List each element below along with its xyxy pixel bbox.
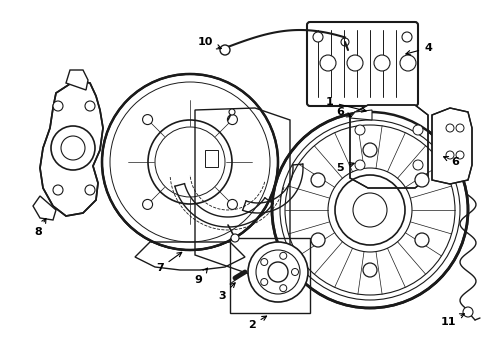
Circle shape xyxy=(319,55,335,71)
Circle shape xyxy=(85,101,95,111)
Circle shape xyxy=(414,173,428,187)
Circle shape xyxy=(373,55,389,71)
Circle shape xyxy=(227,199,237,210)
Text: 6: 6 xyxy=(443,157,458,167)
Text: 5: 5 xyxy=(336,163,353,173)
Circle shape xyxy=(310,173,325,187)
Polygon shape xyxy=(66,70,88,90)
Circle shape xyxy=(53,101,63,111)
Text: 6: 6 xyxy=(335,107,350,117)
Text: 2: 2 xyxy=(247,316,266,330)
Polygon shape xyxy=(431,108,471,184)
Text: 10: 10 xyxy=(197,37,221,49)
Text: 4: 4 xyxy=(405,43,431,55)
Circle shape xyxy=(399,55,415,71)
Circle shape xyxy=(53,185,63,195)
Circle shape xyxy=(412,160,422,170)
Circle shape xyxy=(51,126,95,170)
Circle shape xyxy=(142,199,152,210)
Circle shape xyxy=(455,124,463,132)
Circle shape xyxy=(455,151,463,159)
Circle shape xyxy=(230,234,239,242)
Circle shape xyxy=(414,233,428,247)
Polygon shape xyxy=(33,196,56,220)
Text: 9: 9 xyxy=(194,268,207,285)
Polygon shape xyxy=(349,110,371,120)
Circle shape xyxy=(85,185,95,195)
Circle shape xyxy=(312,32,323,42)
Polygon shape xyxy=(349,105,427,188)
Circle shape xyxy=(354,125,364,135)
Circle shape xyxy=(310,233,325,247)
Circle shape xyxy=(291,269,298,275)
Circle shape xyxy=(260,279,267,285)
Circle shape xyxy=(401,32,411,42)
Circle shape xyxy=(247,242,307,302)
Polygon shape xyxy=(40,80,103,216)
Circle shape xyxy=(445,124,453,132)
Circle shape xyxy=(362,263,376,277)
Text: 8: 8 xyxy=(34,219,46,237)
Text: 1: 1 xyxy=(325,97,366,112)
Circle shape xyxy=(462,307,472,317)
Text: 3: 3 xyxy=(218,283,235,301)
Circle shape xyxy=(279,285,286,292)
Circle shape xyxy=(227,114,237,125)
Circle shape xyxy=(279,252,286,259)
FancyBboxPatch shape xyxy=(306,22,417,106)
Circle shape xyxy=(412,125,422,135)
Circle shape xyxy=(220,45,229,55)
Circle shape xyxy=(271,112,467,308)
Circle shape xyxy=(228,109,235,115)
Text: 7: 7 xyxy=(156,252,182,273)
Circle shape xyxy=(102,74,278,250)
Circle shape xyxy=(362,143,376,157)
Circle shape xyxy=(445,151,453,159)
Text: 11: 11 xyxy=(439,314,464,327)
Circle shape xyxy=(346,55,362,71)
Bar xyxy=(229,238,309,313)
Circle shape xyxy=(260,258,267,266)
Circle shape xyxy=(354,160,364,170)
Circle shape xyxy=(142,114,152,125)
